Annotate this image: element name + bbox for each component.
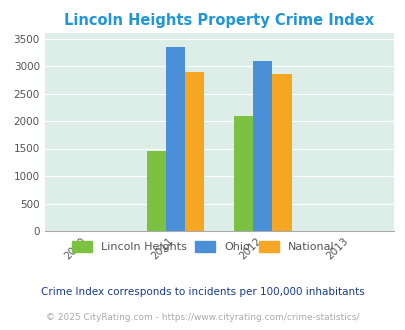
Bar (147, 151, 166, 231)
Title: Lincoln Heights Property Crime Index: Lincoln Heights Property Crime Index (64, 13, 373, 28)
Text: © 2025 CityRating.com - https://www.cityrating.com/crime-statistics/: © 2025 CityRating.com - https://www.city… (46, 313, 359, 322)
Bar (234, 116, 253, 231)
Bar (185, 72, 204, 231)
Bar (166, 47, 185, 231)
Text: Crime Index corresponds to incidents per 100,000 inhabitants: Crime Index corresponds to incidents per… (41, 287, 364, 297)
Bar (272, 74, 291, 231)
Bar (253, 60, 272, 231)
Legend: Lincoln Heights, Ohio, National: Lincoln Heights, Ohio, National (67, 237, 338, 257)
